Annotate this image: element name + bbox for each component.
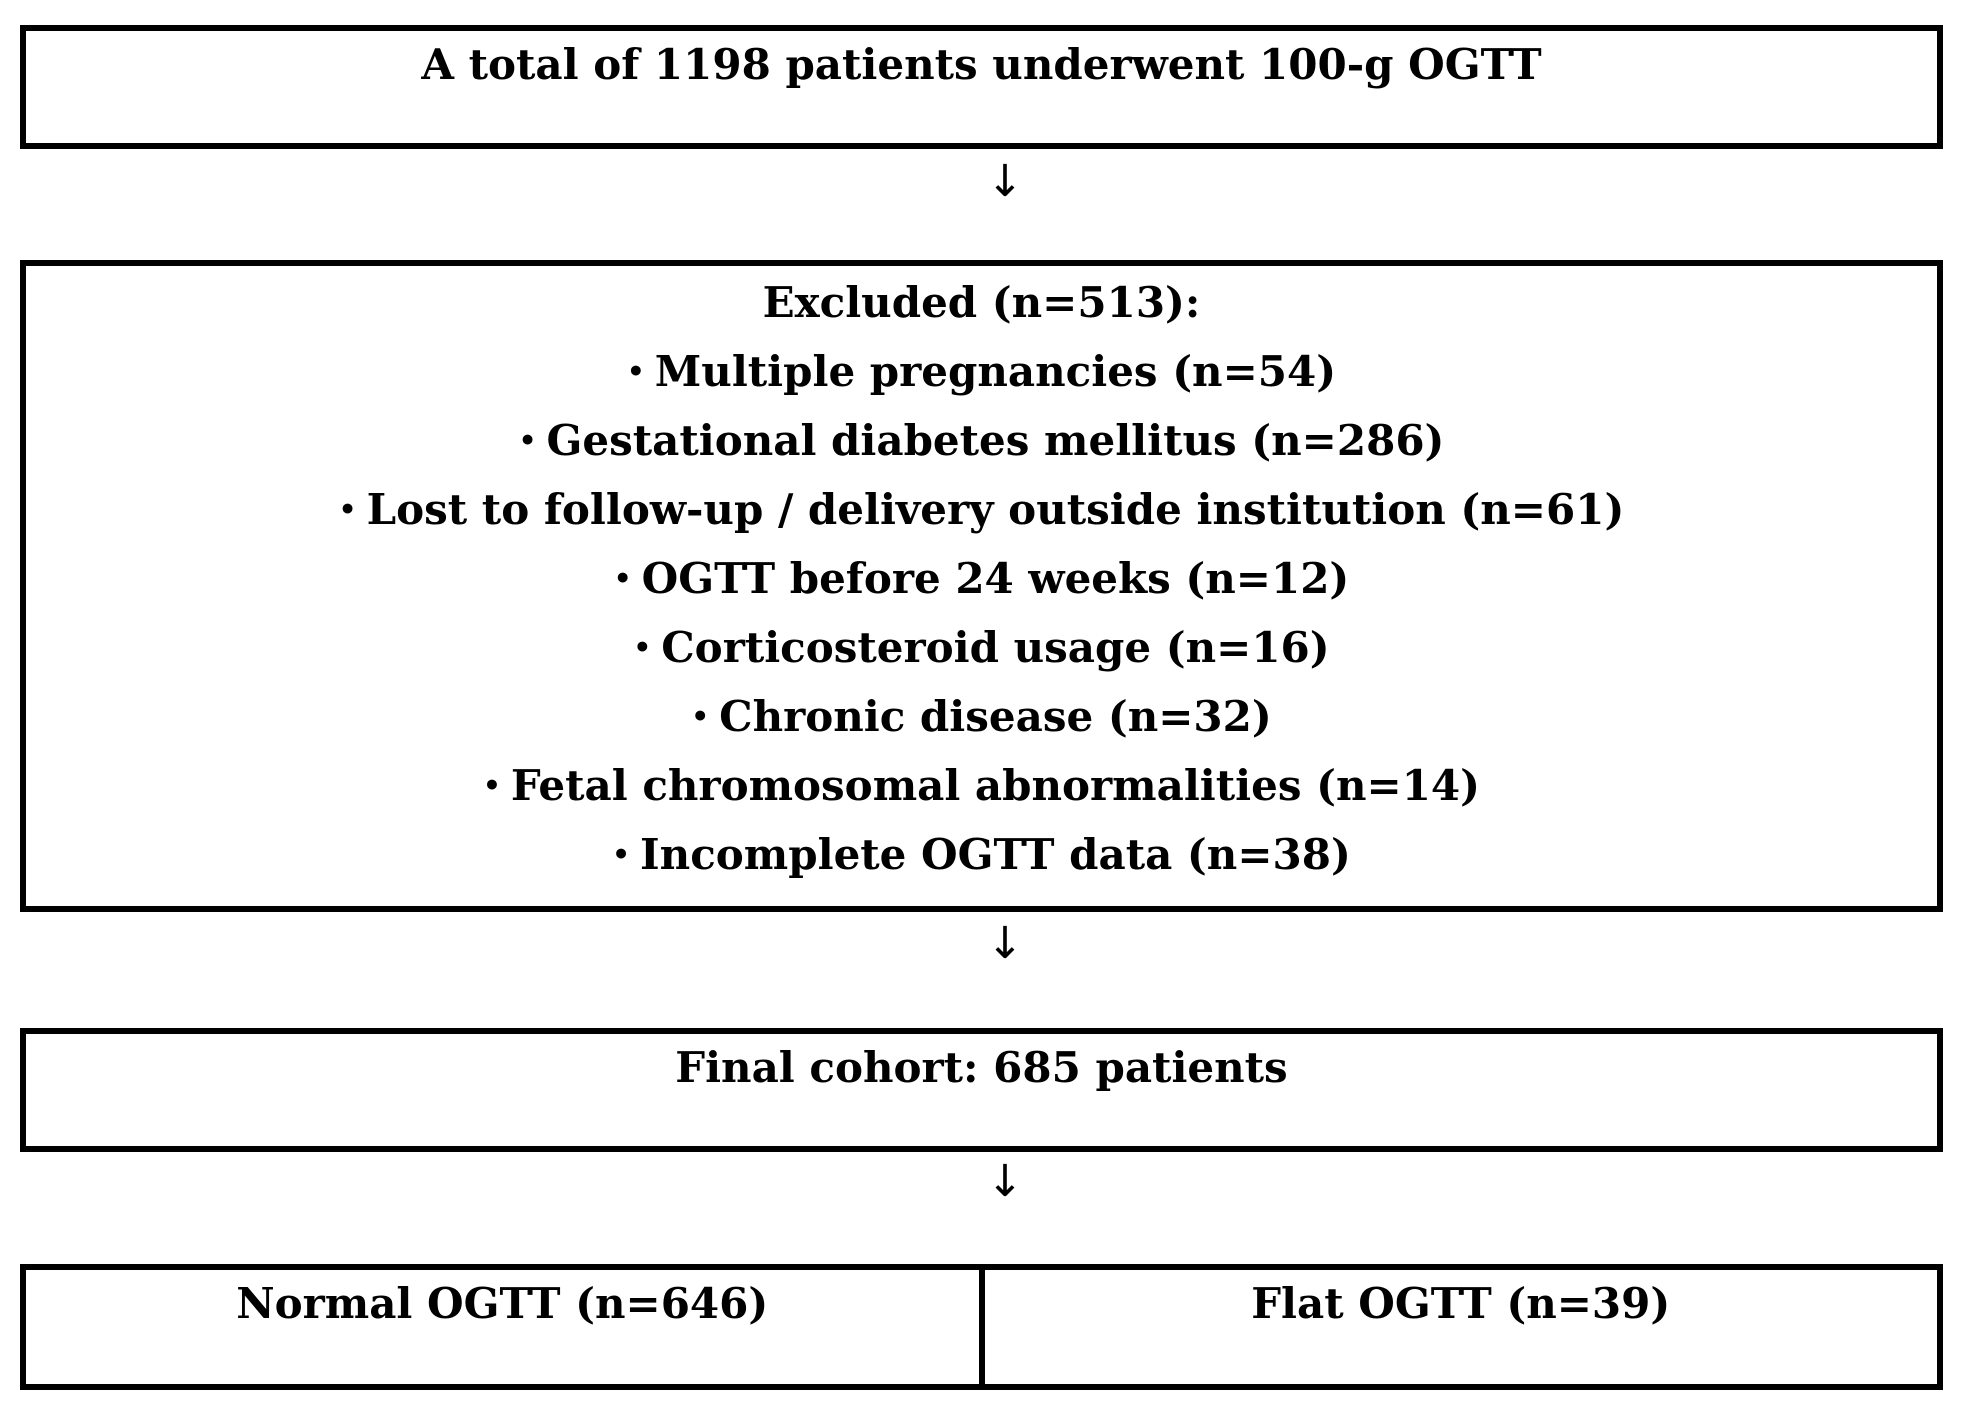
final-cohort-box: Final cohort: 685 patients xyxy=(20,1028,1943,1152)
exclusion-item-label: Chronic disease (n=32) xyxy=(719,692,1272,741)
exclusion-item-label: Corticosteroid usage (n=16) xyxy=(661,623,1330,672)
normal-ogtt-cell: Normal OGTT (n=646) xyxy=(26,1270,985,1384)
excluded-box: Excluded (n=513): • Multiple pregnancies … xyxy=(20,260,1943,912)
flat-ogtt-text: Flat OGTT (n=39) xyxy=(1251,1279,1671,1328)
exclusion-list: • Multiple pregnancies (n=54) • Gestationa… xyxy=(26,339,1937,891)
exclusion-item-label: Lost to follow-up / delivery outside ins… xyxy=(366,485,1625,534)
bullet-icon: • xyxy=(338,493,357,526)
down-arrow-icon: ↓ xyxy=(986,918,1024,969)
flat-ogtt-cell: Flat OGTT (n=39) xyxy=(985,1270,1938,1384)
exclusion-item-label: Multiple pregnancies (n=54) xyxy=(654,347,1337,396)
total-patients-text: A total of 1198 patients underwent 100-g… xyxy=(421,40,1542,89)
bullet-icon: • xyxy=(482,769,501,802)
normal-ogtt-text: Normal OGTT (n=646) xyxy=(236,1279,769,1328)
exclusion-item: • OGTT before 24 weeks (n=12) xyxy=(26,546,1937,615)
exclusion-item-label: Gestational diabetes mellitus (n=286) xyxy=(546,416,1445,465)
exclusion-item: • Chronic disease (n=32) xyxy=(26,684,1937,753)
bullet-icon: • xyxy=(612,838,631,871)
exclusion-item: • Lost to follow-up / delivery outside in… xyxy=(26,477,1937,546)
exclusion-item: • Incomplete OGTT data (n=38) xyxy=(26,822,1937,891)
excluded-title: Excluded (n=513): xyxy=(762,278,1201,327)
exclusion-item: • Fetal chromosomal abnormalities (n=14) xyxy=(26,753,1937,822)
exclusion-item: • Corticosteroid usage (n=16) xyxy=(26,615,1937,684)
exclusion-item-label: Fetal chromosomal abnormalities (n=14) xyxy=(510,761,1481,810)
final-cohort-text: Final cohort: 685 patients xyxy=(675,1043,1288,1092)
down-arrow-icon: ↓ xyxy=(986,156,1024,207)
bullet-icon: • xyxy=(633,631,652,664)
exclusion-item: • Multiple pregnancies (n=54) xyxy=(26,339,1937,408)
exclusion-item: • Gestational diabetes mellitus (n=286) xyxy=(26,408,1937,477)
bullet-icon: • xyxy=(691,700,710,733)
down-arrow-icon: ↓ xyxy=(986,1156,1024,1207)
total-patients-box: A total of 1198 patients underwent 100-g… xyxy=(20,25,1943,149)
exclusion-item-label: Incomplete OGTT data (n=38) xyxy=(640,830,1351,879)
bullet-icon: • xyxy=(626,355,645,388)
ogtt-groups-box: Normal OGTT (n=646) Flat OGTT (n=39) xyxy=(20,1264,1943,1390)
exclusion-item-label: OGTT before 24 weeks (n=12) xyxy=(641,554,1350,603)
bullet-icon: • xyxy=(613,562,632,595)
bullet-icon: • xyxy=(518,424,537,457)
